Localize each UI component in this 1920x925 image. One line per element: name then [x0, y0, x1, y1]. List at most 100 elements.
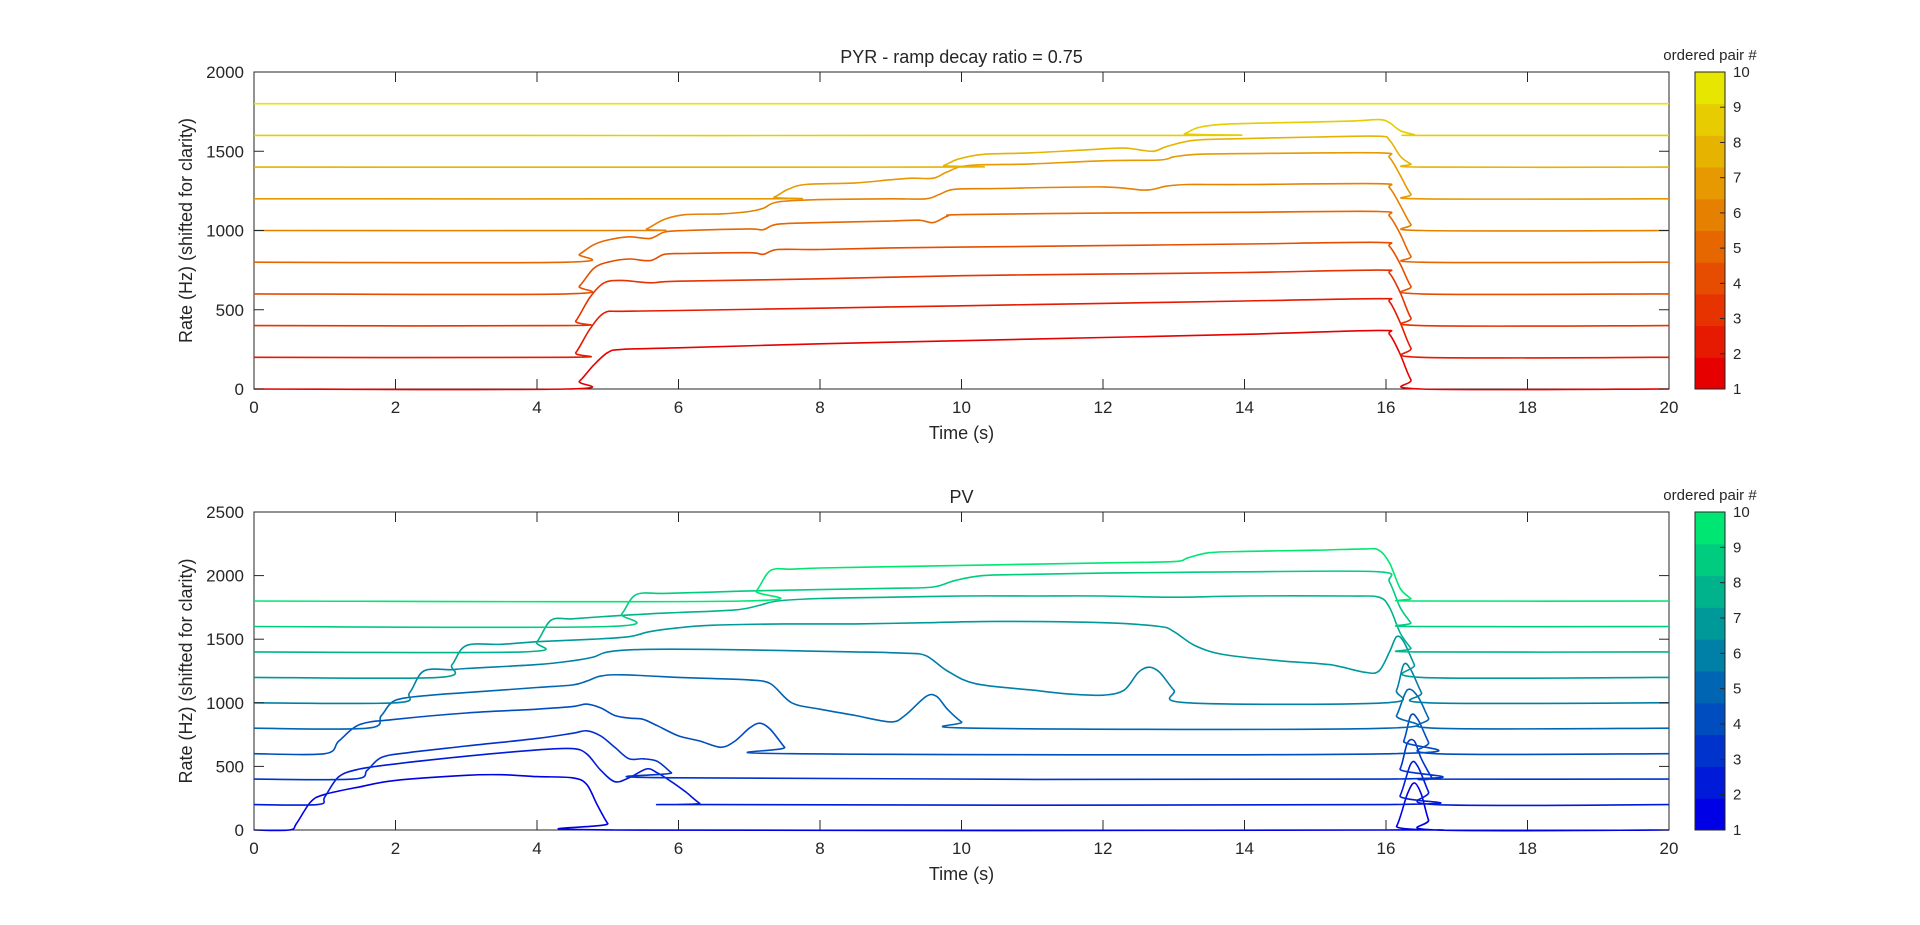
colorbar-segment — [1695, 230, 1725, 263]
series-line-2 — [253, 297, 1670, 359]
colorbar-segment — [1695, 543, 1725, 577]
x-tick-label: 4 — [532, 839, 541, 858]
x-tick-label: 16 — [1377, 839, 1396, 858]
x-tick-label: 0 — [249, 839, 258, 858]
x-tick-label: 6 — [674, 839, 683, 858]
x-tick-label: 20 — [1660, 398, 1679, 417]
colorbar-title: ordered pair # — [1663, 487, 1757, 504]
x-tick-label: 10 — [952, 839, 971, 858]
series-line-2 — [253, 747, 1670, 807]
colorbar-segment — [1695, 639, 1725, 672]
x-tick-label: 12 — [1094, 398, 1113, 417]
colorbar-segment — [1695, 293, 1725, 327]
x-tick-label: 18 — [1518, 839, 1537, 858]
colorbar-tick-label: 4 — [1733, 716, 1741, 733]
series-line-8 — [253, 135, 1670, 169]
colorbar-tick-label: 2 — [1733, 787, 1741, 804]
chart-title: PYR - ramp decay ratio = 0.75 — [840, 47, 1083, 67]
chart-title: PV — [949, 487, 973, 507]
colorbar-tick-label: 9 — [1733, 539, 1741, 556]
x-tick-label: 14 — [1235, 398, 1254, 417]
x-tick-label: 16 — [1377, 398, 1396, 417]
x-tick-label: 8 — [815, 398, 824, 417]
series-line-1 — [253, 773, 1670, 832]
colorbar-tick-label: 9 — [1733, 99, 1741, 116]
series-line-4 — [253, 241, 1670, 296]
plot-area — [253, 511, 1670, 831]
colorbar-tick-label: 10 — [1733, 64, 1750, 81]
series-line-3 — [253, 729, 1670, 781]
x-tick-label: 20 — [1660, 839, 1679, 858]
colorbar-segment — [1695, 167, 1725, 200]
y-tick-label: 0 — [235, 821, 244, 840]
series-line-6 — [253, 182, 1670, 232]
y-tick-label: 500 — [216, 757, 244, 776]
colorbar-frame — [1694, 71, 1726, 390]
series-line-9 — [253, 570, 1670, 629]
series-line-3 — [253, 269, 1670, 327]
colorbar-segment — [1695, 512, 1725, 545]
colorbar-tick-label: 2 — [1733, 346, 1741, 363]
colorbar-frame — [1694, 511, 1726, 831]
colorbar-tick-label: 8 — [1733, 134, 1741, 151]
colorbar-segment — [1695, 262, 1725, 295]
y-tick-label: 1000 — [206, 694, 244, 713]
y-axis-label: Rate (Hz) (shifted for clarity) — [176, 558, 196, 783]
series-line-5 — [253, 673, 1670, 731]
colorbar-segment — [1695, 72, 1725, 105]
x-tick-label: 12 — [1094, 839, 1113, 858]
series-line-10 — [253, 547, 1670, 603]
x-tick-label: 10 — [952, 398, 971, 417]
colorbar-segment — [1695, 766, 1725, 799]
colorbar-tick-label: 6 — [1733, 645, 1741, 662]
colorbar-tick-label: 10 — [1733, 504, 1750, 521]
series-line-1 — [253, 329, 1670, 391]
x-tick-label: 14 — [1235, 839, 1254, 858]
x-axis-label: Time (s) — [929, 864, 994, 884]
series-line-6 — [253, 648, 1670, 706]
colorbar-segment — [1695, 575, 1725, 608]
series-line-4 — [253, 703, 1670, 756]
series-line-7 — [253, 620, 1670, 680]
colorbar-segment — [1695, 671, 1725, 704]
colorbar-tick-label: 7 — [1733, 170, 1741, 187]
x-tick-label: 2 — [391, 398, 400, 417]
series-line-8 — [253, 594, 1670, 654]
colorbar-tick-label: 5 — [1733, 681, 1741, 698]
colorbar-title: ordered pair # — [1663, 47, 1757, 64]
colorbar-segment — [1695, 798, 1725, 831]
colorbar-tick-label: 3 — [1733, 311, 1741, 328]
y-tick-label: 2500 — [206, 503, 244, 522]
y-tick-label: 2000 — [206, 63, 244, 82]
colorbar-tick-label: 5 — [1733, 240, 1741, 257]
x-tick-label: 2 — [391, 839, 400, 858]
colorbar-segment — [1695, 135, 1725, 168]
colorbar-segment — [1695, 702, 1725, 736]
colorbar-segment — [1695, 325, 1725, 358]
x-tick-label: 4 — [532, 398, 541, 417]
y-axis-label: Rate (Hz) (shifted for clarity) — [176, 118, 196, 343]
chart-2: 0 2 4 6 8 10 12 14 16 18 20 0 500 1000 1500 2000 2500 PV T… — [176, 487, 1757, 884]
colorbar-segment — [1695, 198, 1725, 231]
colorbar-tick-label: 8 — [1733, 575, 1741, 592]
series-line-7 — [253, 151, 1670, 200]
colorbar-segment — [1695, 734, 1725, 767]
colorbar-tick-label: 6 — [1733, 205, 1741, 222]
colorbar-tick-label: 1 — [1733, 381, 1741, 398]
y-tick-label: 1500 — [206, 142, 244, 161]
y-tick-label: 2000 — [206, 567, 244, 586]
x-tick-label: 6 — [674, 398, 683, 417]
x-tick-label: 8 — [815, 839, 824, 858]
y-tick-label: 1500 — [206, 630, 244, 649]
x-tick-label: 0 — [249, 398, 258, 417]
series-line-5 — [253, 210, 1670, 264]
y-tick-label: 1000 — [206, 222, 244, 241]
colorbar-segment — [1695, 103, 1725, 136]
colorbar-segment — [1695, 357, 1725, 390]
series-line-9 — [253, 118, 1670, 137]
